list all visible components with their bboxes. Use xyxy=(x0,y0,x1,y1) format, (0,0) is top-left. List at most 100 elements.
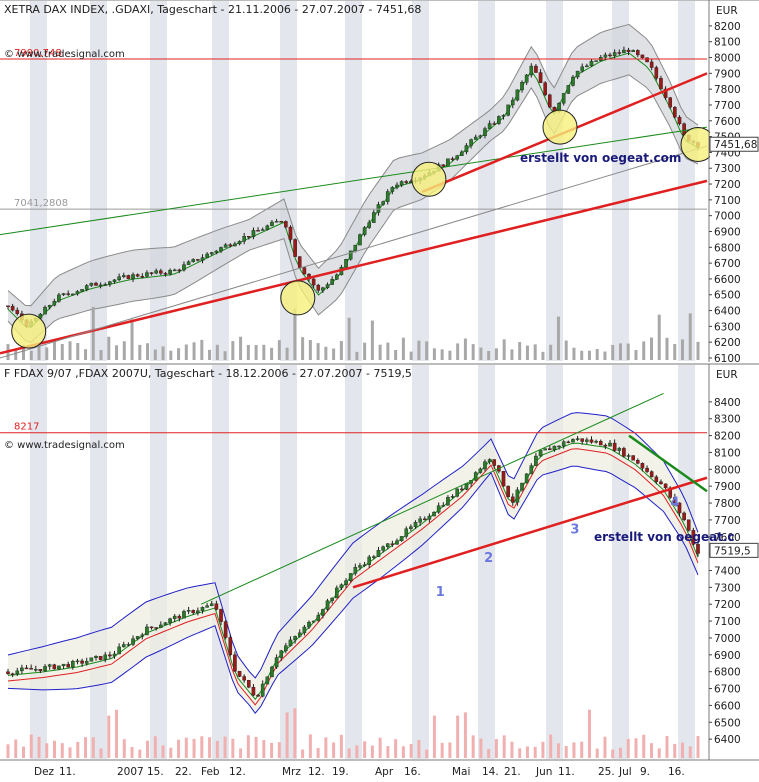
volume-bar xyxy=(440,349,444,360)
candle-down xyxy=(682,512,686,521)
volume-bar xyxy=(626,343,630,360)
x-tick-label: 11. xyxy=(558,766,575,778)
volume-bar xyxy=(673,743,677,758)
volume-bar xyxy=(432,715,436,758)
y-tick-label: 7000 xyxy=(714,633,741,645)
candle-down xyxy=(654,67,659,79)
volume-bar xyxy=(91,306,95,360)
volume-bar xyxy=(308,734,312,758)
time-stripe xyxy=(90,365,107,759)
y-axis-background xyxy=(710,365,759,760)
y-tick-label: 8200 xyxy=(714,21,741,33)
candle-down xyxy=(66,293,71,295)
horizontal-level-label: 7990,748 xyxy=(14,48,62,59)
candle-up xyxy=(534,455,538,466)
candle-up xyxy=(237,241,242,245)
time-stripe xyxy=(678,365,695,759)
candle-down xyxy=(696,544,700,554)
candle-down xyxy=(10,305,15,311)
last-price-box xyxy=(709,542,759,558)
volume-bar xyxy=(502,339,506,360)
candle-up xyxy=(399,536,404,542)
volume-bar xyxy=(285,712,289,758)
candle-down xyxy=(302,267,307,275)
candle-up xyxy=(585,439,589,442)
last-price-label: 7451,68 xyxy=(714,139,757,151)
volume-bar xyxy=(324,346,328,360)
volume-bar xyxy=(254,736,258,758)
volume-bar xyxy=(549,734,553,758)
time-stripe xyxy=(150,365,167,759)
volume-bar xyxy=(533,344,537,360)
volume-bar xyxy=(153,349,157,360)
volume-bar xyxy=(339,341,343,360)
last-price-label: 7519,5 xyxy=(714,545,751,557)
volume-bar xyxy=(494,348,498,360)
volume-bar xyxy=(626,738,630,758)
volume-bar xyxy=(246,344,250,360)
volume-bar xyxy=(115,345,119,360)
y-tick-label: 7600 xyxy=(714,532,741,544)
volume-bar xyxy=(130,319,134,360)
y-unit-label: EUR xyxy=(716,5,738,17)
candle-down xyxy=(608,54,612,57)
candle-up xyxy=(334,587,339,599)
volume-bar xyxy=(556,316,560,360)
volume-bar xyxy=(649,743,653,758)
volume-bar xyxy=(603,736,607,758)
candle-up xyxy=(75,660,80,663)
volume-bar xyxy=(618,747,622,758)
volume-bar xyxy=(587,709,591,758)
candle-up xyxy=(585,65,589,68)
candle-up xyxy=(145,272,149,277)
candle-up xyxy=(455,155,459,160)
y-tick-label: 6800 xyxy=(714,667,741,679)
volume-bar xyxy=(122,341,126,360)
volume-bar xyxy=(618,343,622,360)
volume-bar xyxy=(440,742,444,758)
y-tick-label: 8000 xyxy=(714,53,741,65)
candle-down xyxy=(288,226,293,240)
candle-up xyxy=(473,472,478,481)
candle-down xyxy=(311,278,316,286)
volume-bar xyxy=(502,735,506,758)
volume-bar xyxy=(270,742,274,758)
x-tick-label: 12. xyxy=(229,766,246,778)
volume-bar xyxy=(487,749,491,758)
candle-up xyxy=(154,270,158,274)
candle-up xyxy=(112,653,117,657)
candle-down xyxy=(140,276,145,278)
volume-bar xyxy=(316,343,320,360)
candle-up xyxy=(288,639,293,646)
candle-up xyxy=(622,49,626,54)
volume-bar xyxy=(487,350,491,360)
candle-up xyxy=(515,489,520,503)
candle-up xyxy=(182,611,186,619)
volume-bar xyxy=(363,342,367,360)
volume-bar xyxy=(448,350,452,360)
bollinger-upper-line xyxy=(7,23,699,307)
candle-up xyxy=(367,222,372,228)
candle-up xyxy=(200,257,205,261)
candle-up xyxy=(631,50,635,53)
volume-bar xyxy=(215,740,219,758)
volume-bar xyxy=(68,341,72,360)
time-stripe xyxy=(546,1,563,361)
volume-bar xyxy=(347,748,351,758)
candle-up xyxy=(15,670,20,675)
candle-up xyxy=(362,564,367,566)
volume-bar xyxy=(332,742,336,758)
candle-up xyxy=(381,546,385,551)
candle-up xyxy=(279,650,284,658)
candle-up xyxy=(321,287,325,291)
candle-up xyxy=(469,139,473,146)
volume-bar xyxy=(525,746,529,758)
volume-bar xyxy=(572,742,576,758)
candle-down xyxy=(510,496,515,503)
candle-up xyxy=(617,448,622,451)
volume-bar xyxy=(84,737,88,758)
moving-average-line xyxy=(7,52,699,328)
watermark-text: © www.tradesignal.com xyxy=(4,440,125,451)
volume-bar xyxy=(53,341,57,360)
candle-up xyxy=(131,638,135,645)
